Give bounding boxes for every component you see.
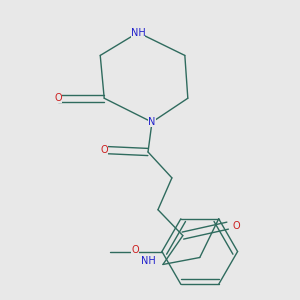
Text: O: O — [55, 93, 62, 103]
Text: NH: NH — [141, 256, 155, 266]
Text: O: O — [131, 245, 139, 255]
Text: NH: NH — [131, 28, 146, 38]
Text: O: O — [100, 145, 108, 155]
Text: N: N — [148, 117, 156, 127]
Text: O: O — [233, 220, 240, 231]
